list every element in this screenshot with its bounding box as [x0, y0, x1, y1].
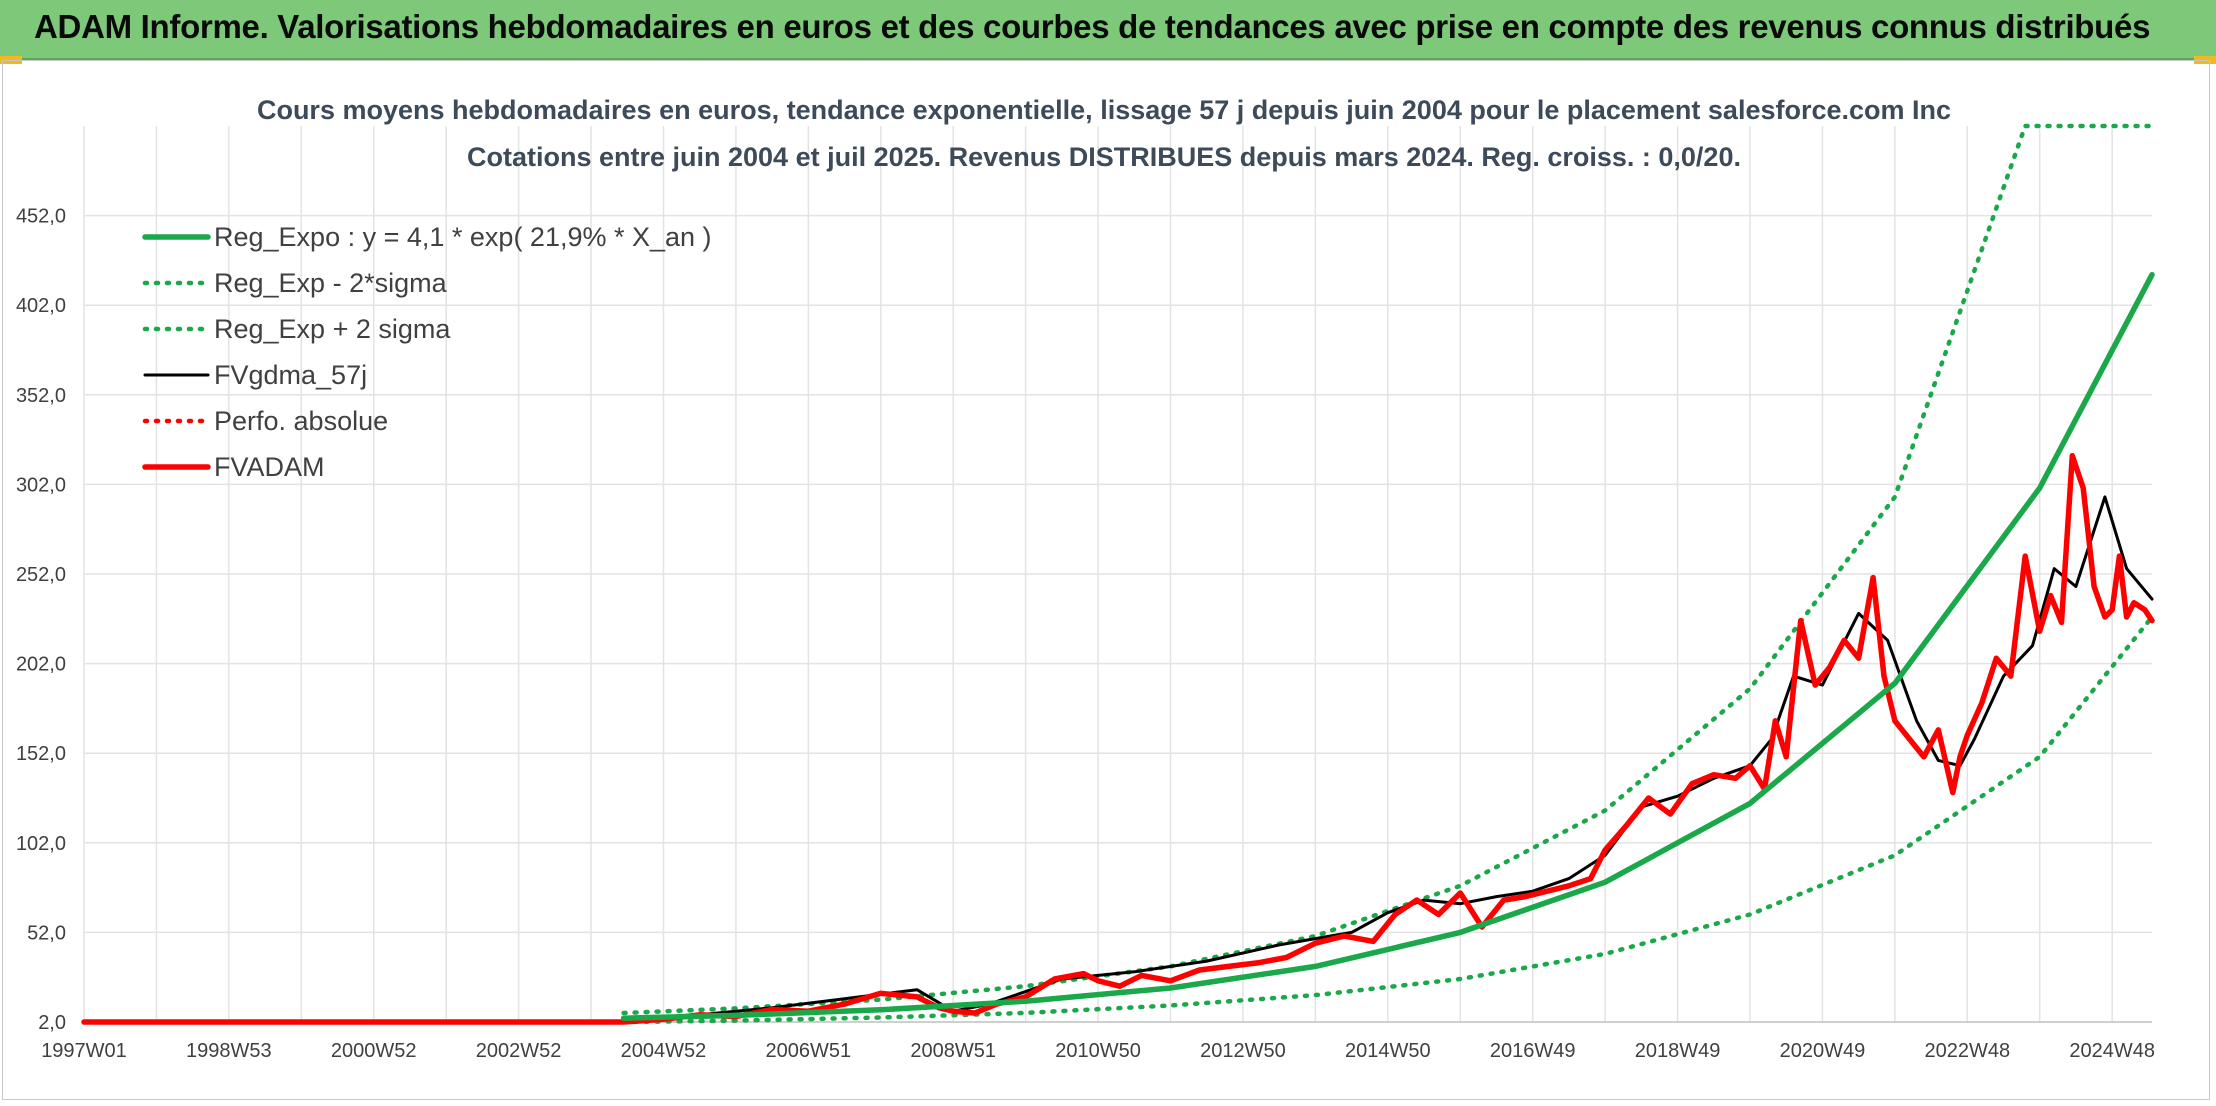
y-tick-label: 452,0	[16, 206, 66, 228]
report-banner: ADAM Informe. Valorisations hebdomadaire…	[0, 0, 2216, 60]
chart-frame	[2, 60, 2210, 1100]
grid-layer	[83, 126, 2152, 1023]
x-tick-label: 2000W52	[331, 1040, 417, 1062]
x-tick-label: 2014W50	[1345, 1040, 1431, 1062]
legend-label: Perfo. absolue	[214, 406, 388, 436]
legend-label: FVgdma_57j	[214, 360, 367, 390]
x-tick-label: 2006W51	[766, 1040, 852, 1062]
x-tick-label: 2008W51	[910, 1040, 996, 1062]
series-layer	[81, 123, 2155, 1025]
axis-layer: 2,0 52,0 102,0 152,0 202,0 252,0 302,0 352,0 402…	[16, 206, 2155, 1062]
y-tick-label: 402,0	[16, 295, 66, 317]
y-tick-label: 152,0	[16, 743, 66, 765]
series-line-0	[620, 271, 2155, 1021]
x-tick-label: 2022W48	[1924, 1040, 2010, 1062]
x-tick-label: 2018W49	[1635, 1040, 1721, 1062]
y-tick-label: 102,0	[16, 833, 66, 855]
y-tick-label: 252,0	[16, 564, 66, 586]
legend: Reg_Expo : y = 4,1 * exp( 21,9% * X_an )…	[142, 222, 712, 482]
x-tick-label: 2004W52	[621, 1040, 707, 1062]
x-tick-label: 2024W48	[2069, 1040, 2155, 1062]
legend-label: FVADAM	[214, 452, 325, 482]
x-tick-label: 2020W49	[1780, 1040, 1866, 1062]
y-tick-label: 2,0	[38, 1012, 66, 1034]
y-tick-label: 352,0	[16, 385, 66, 407]
x-tick-label: 2010W50	[1055, 1040, 1141, 1062]
series-line-5	[81, 452, 2155, 1025]
report-title: ADAM Informe. Valorisations hebdomadaire…	[34, 8, 2151, 45]
chart-title: Cours moyens hebdomadaires en euros, ten…	[257, 95, 1951, 125]
y-tick-label: 302,0	[16, 474, 66, 496]
x-tick-label: 2002W52	[476, 1040, 562, 1062]
legend-label: Reg_Expo : y = 4,1 * exp( 21,9% * X_an )	[214, 222, 712, 252]
legend-label: Reg_Exp - 2*sigma	[214, 268, 448, 298]
x-tick-label: 1998W53	[186, 1040, 272, 1062]
chart-subtitle: Cotations entre juin 2004 et juil 2025. …	[467, 142, 1741, 172]
y-tick-label: 52,0	[27, 922, 66, 944]
y-tick-label: 202,0	[16, 654, 66, 676]
x-tick-label: 2012W50	[1200, 1040, 1286, 1062]
x-tick-label: 2016W49	[1490, 1040, 1576, 1062]
series-line-1	[621, 614, 2155, 1025]
x-tick-label: 1997W01	[41, 1040, 127, 1062]
legend-label: Reg_Exp + 2 sigma	[214, 314, 451, 344]
